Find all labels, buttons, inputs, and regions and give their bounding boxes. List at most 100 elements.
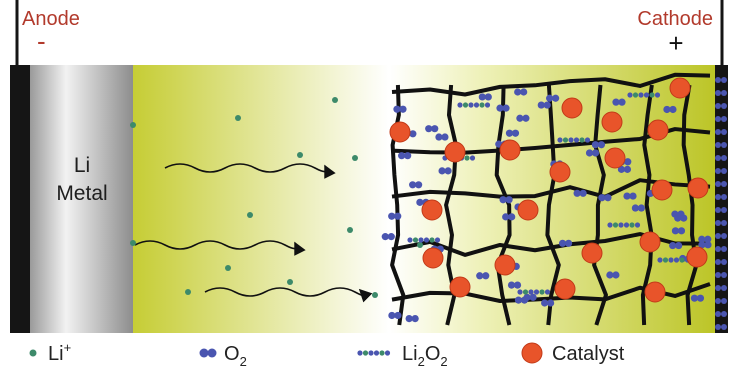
li2o2 <box>435 237 440 242</box>
li2o2 <box>557 137 562 142</box>
o2 <box>502 105 509 112</box>
o2 <box>521 297 528 304</box>
li2o2 <box>424 237 429 242</box>
li2o2 <box>607 222 612 227</box>
catalyst <box>450 277 470 297</box>
o2 <box>715 103 721 109</box>
catalyst <box>688 178 708 198</box>
o2 <box>412 315 419 322</box>
o2 <box>715 142 721 148</box>
li2o2 <box>474 102 479 107</box>
li-ion-icon <box>30 350 37 357</box>
li-ion <box>130 240 136 246</box>
li2o2 <box>463 102 468 107</box>
catalyst <box>500 140 520 160</box>
anode-sign: - <box>37 26 46 56</box>
o2 <box>669 106 676 113</box>
li2o2 <box>429 237 434 242</box>
li2o2 <box>568 137 573 142</box>
catalyst <box>687 247 707 267</box>
o2 <box>721 168 727 174</box>
o2 <box>678 227 685 234</box>
li2o2 <box>613 222 618 227</box>
o2 <box>629 192 636 199</box>
o2 <box>618 99 625 106</box>
cathode-sign: + <box>668 28 683 58</box>
o2 <box>598 141 605 148</box>
li2o2 <box>517 289 522 294</box>
o2 <box>721 246 727 252</box>
o2 <box>441 133 448 140</box>
anode-bar <box>10 65 30 333</box>
li-ion <box>347 227 353 233</box>
o2 <box>721 77 727 83</box>
legend-catalyst: Catalyst <box>552 343 625 365</box>
o2 <box>431 125 438 132</box>
o2 <box>715 324 721 330</box>
catalyst <box>582 243 602 263</box>
li2o2 <box>585 137 590 142</box>
o2 <box>721 259 727 265</box>
li2o2 <box>668 257 673 262</box>
o2 <box>715 285 721 291</box>
li2o2 <box>457 102 462 107</box>
o2 <box>721 220 727 226</box>
o2 <box>721 272 727 278</box>
catalyst <box>495 255 515 275</box>
text: O <box>224 343 240 365</box>
o2 <box>721 129 727 135</box>
o2 <box>624 166 631 173</box>
legend-li-ion: Li+ <box>48 340 71 365</box>
o2 <box>721 142 727 148</box>
o2 <box>520 88 527 95</box>
o2 <box>721 285 727 291</box>
o2 <box>721 103 727 109</box>
li-ion <box>225 265 231 271</box>
catalyst <box>670 78 690 98</box>
o2-icon <box>200 349 209 358</box>
o2 <box>552 95 559 102</box>
li2o2 <box>374 350 379 355</box>
o2 <box>399 106 406 113</box>
li-ion <box>247 212 253 218</box>
li2o2 <box>523 289 528 294</box>
o2 <box>529 294 536 301</box>
li2o2 <box>407 237 412 242</box>
o2 <box>715 116 721 122</box>
li-ion <box>297 152 303 158</box>
li2o2 <box>644 92 649 97</box>
li2o2 <box>655 92 660 97</box>
o2 <box>394 312 401 319</box>
subscript: 2 <box>418 354 425 369</box>
li2o2 <box>574 137 579 142</box>
o2 <box>721 311 727 317</box>
o2 <box>404 152 411 159</box>
o2 <box>715 77 721 83</box>
o2 <box>715 259 721 265</box>
subscript: 2 <box>440 354 447 369</box>
o2 <box>580 190 587 197</box>
li2o2 <box>579 137 584 142</box>
li2o2 <box>413 237 418 242</box>
li2o2 <box>534 289 539 294</box>
o2 <box>715 207 721 213</box>
o2 <box>697 295 704 302</box>
li-ion <box>235 115 241 121</box>
o2 <box>715 181 721 187</box>
o2 <box>675 242 682 249</box>
o2 <box>680 214 687 221</box>
o2 <box>394 213 401 220</box>
li2o2 <box>638 92 643 97</box>
o2 <box>512 130 519 137</box>
o2 <box>444 167 451 174</box>
battery-diagram: Anode - Cathode + Li Metal Li+ O2 Li2O2 … <box>0 0 737 374</box>
li2o2 <box>379 350 384 355</box>
li2o2 <box>464 155 469 160</box>
text: Li <box>48 343 64 365</box>
li-ion <box>287 279 293 285</box>
li-ion <box>332 97 338 103</box>
o2 <box>721 324 727 330</box>
cathode-label: Cathode <box>637 8 713 30</box>
catalyst <box>422 200 442 220</box>
li-metal-label: Li <box>74 154 90 177</box>
